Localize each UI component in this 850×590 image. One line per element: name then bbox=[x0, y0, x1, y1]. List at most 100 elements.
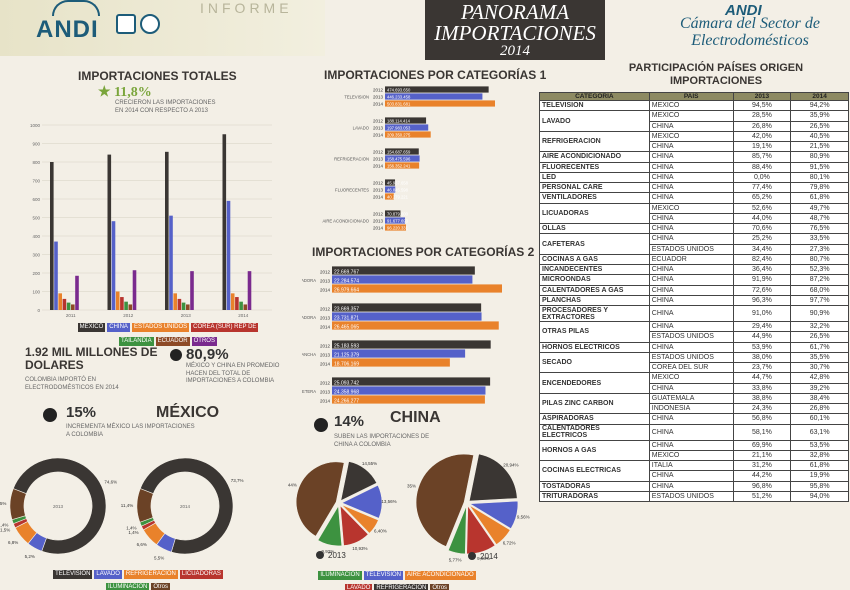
cell-2014: 35,5% bbox=[790, 351, 849, 364]
cat2-title: IMPORTACIONES POR CATEGORÍAS 2 bbox=[312, 245, 535, 259]
x-tick-label: 2011 bbox=[66, 313, 76, 318]
cell-2014: 95,8% bbox=[790, 480, 849, 492]
cell-2014: 80,1% bbox=[790, 171, 849, 184]
cell-2013: 65,2% bbox=[732, 192, 792, 204]
category-label: FLUORECENTES bbox=[335, 188, 369, 193]
cell-2014: 35,9% bbox=[790, 110, 849, 122]
slice-label: 44% bbox=[288, 482, 297, 487]
cell-pais: CHINA bbox=[648, 470, 734, 482]
cell-2013: 44,7% bbox=[732, 372, 792, 384]
value-label: 26.465.065 bbox=[334, 325, 359, 331]
mexico-pct: 15% bbox=[66, 404, 97, 421]
cell-pais: CHINA bbox=[648, 341, 734, 353]
cell-2014: 76,5% bbox=[790, 222, 849, 235]
cell-categoria: PLANCHAS bbox=[539, 294, 650, 307]
category-label: ASPIRADORA bbox=[302, 278, 316, 283]
table-row: PILAS ZINC CARBON GUATEMALA 38,8% 38,4% bbox=[539, 392, 849, 415]
cell-categoria: TELEVISION bbox=[539, 99, 650, 112]
mexico-text: INCREMENTA MÉXICO LAS IMPORTACIONES A CO… bbox=[66, 424, 195, 438]
participation-table-wrap: CATEGORIA PAIS 2013 2014 TELEVISION MEXIC… bbox=[539, 92, 849, 503]
table-row: REFRIGERACION MEXICO 42,0% 40,5% bbox=[539, 130, 849, 153]
legend-item: Otros bbox=[430, 584, 450, 590]
cell-2014: 27,3% bbox=[790, 243, 849, 255]
cell-2014: 52,3% bbox=[790, 263, 849, 276]
cell-2013: 24,3% bbox=[732, 402, 792, 415]
cell-pais: CHINA bbox=[648, 423, 734, 441]
pie-slice-refrigeracion bbox=[466, 504, 496, 555]
slice-label: 1,4% bbox=[126, 526, 136, 531]
bar-2013 bbox=[385, 217, 406, 224]
bullet-dot-icon bbox=[314, 418, 328, 432]
cell-2013: 69,9% bbox=[732, 439, 792, 451]
slice-label: 6,72% bbox=[503, 540, 516, 545]
bar-2014 bbox=[332, 358, 450, 367]
bar-corea-sur-rep-de bbox=[62, 298, 67, 310]
slice-label: 11,4% bbox=[121, 503, 133, 508]
table-row: COCINAS A GAS ECUADOR 82,4% 80,7% bbox=[539, 253, 849, 266]
cell-2013: 0,0% bbox=[732, 171, 792, 184]
cell-categoria: CAFETERAS bbox=[539, 233, 650, 255]
value-label: 23.669.357 bbox=[334, 307, 359, 313]
year-label: 2013 bbox=[373, 126, 384, 131]
bar-china bbox=[226, 200, 231, 310]
china-text: SUBEN LAS IMPORTACIONES DE CHINA A COLOM… bbox=[334, 434, 430, 448]
cell-categoria: ASPIRADORAS bbox=[539, 413, 650, 425]
bar-ecuador bbox=[243, 304, 248, 310]
pie-slice-iluminacion bbox=[447, 505, 467, 555]
cell-pais: MEXICO bbox=[648, 110, 734, 122]
year-label: 2014 bbox=[373, 164, 384, 169]
bar-2012 bbox=[385, 117, 427, 124]
year-label: 2013 bbox=[320, 279, 331, 284]
slice-label: 13,56% bbox=[381, 499, 396, 504]
bar-mexico bbox=[222, 134, 227, 310]
growth-text: CRECIERON LAS IMPORTACIONES EN 2014 CON … bbox=[115, 100, 216, 114]
bar-otros bbox=[75, 275, 79, 310]
value-label: 23.731.871 bbox=[334, 316, 359, 322]
share-value: 80,9% bbox=[186, 346, 229, 363]
value-label: 46.845.598 bbox=[387, 188, 409, 193]
legend-item: AIRE ACONDICIONADO bbox=[405, 571, 476, 580]
slice-label: 10,5% bbox=[0, 501, 6, 506]
cell-2013: 25,2% bbox=[732, 233, 792, 245]
cell-categoria: REFRIGERACION bbox=[539, 130, 650, 153]
category-label: TELEVISION bbox=[344, 95, 369, 100]
bar-corea-sur-rep-de bbox=[177, 298, 182, 310]
bar-tailandia bbox=[239, 301, 243, 310]
cell-2013: 44,9% bbox=[732, 331, 792, 343]
cell-2014: 91,5% bbox=[790, 161, 849, 173]
cell-categoria: COCINAS ELECTRICAS bbox=[539, 460, 650, 482]
table-row: CALENTADORES A GAS CHINA 72,6% 68,0% bbox=[539, 284, 849, 296]
cell-categoria: LAVADO bbox=[539, 110, 650, 132]
bar-china bbox=[111, 221, 116, 310]
cell-2014: 49,7% bbox=[790, 202, 849, 214]
cell-categoria: TRITURADORAS bbox=[539, 490, 650, 503]
cell-2014: 79,8% bbox=[790, 181, 849, 194]
informe-label: INFORME bbox=[200, 0, 293, 16]
bar-corea-sur-rep-de bbox=[235, 297, 239, 310]
table-row: OLLAS CHINA 70,6% 76,5% bbox=[539, 222, 849, 235]
bar-china bbox=[169, 215, 173, 310]
cell-2014: 30,7% bbox=[790, 361, 849, 374]
cell-2014: 80,9% bbox=[790, 151, 849, 163]
value-label: 158.475.596 bbox=[387, 157, 411, 162]
cell-2014: 94,2% bbox=[790, 99, 849, 112]
mexico-title: MÉXICO bbox=[156, 404, 220, 421]
totals-bar-chart: 0 100 200 300 400 500 600 700 800 900 1000 2011 2012… bbox=[30, 123, 272, 318]
value-label: 474.693.650 bbox=[387, 88, 411, 93]
cell-pais: CHINA bbox=[648, 294, 734, 307]
year-label: 2012 bbox=[320, 381, 331, 386]
cell-categoria: LICUADORAS bbox=[539, 202, 650, 224]
table-row: SECADO ESTADOS UNIDOS 38,0% 35,5% bbox=[539, 351, 849, 374]
cell-2013: 52,6% bbox=[732, 202, 792, 214]
cell-pais: CHINA bbox=[648, 171, 734, 184]
legend-item: REFRIGERACION bbox=[374, 584, 429, 590]
table-row: PLANCHAS CHINA 96,3% 97,7% bbox=[539, 294, 849, 307]
main-title-line2: IMPORTACIONES bbox=[434, 21, 596, 45]
bar-otros bbox=[190, 271, 194, 310]
cell-pais: ITALIA bbox=[648, 459, 734, 472]
value-label: 22.669.767 bbox=[334, 270, 359, 276]
cell-2013: 56,8% bbox=[732, 413, 792, 425]
slice-label: 6,6% bbox=[137, 542, 147, 547]
cell-2013: 58,1% bbox=[732, 423, 792, 441]
